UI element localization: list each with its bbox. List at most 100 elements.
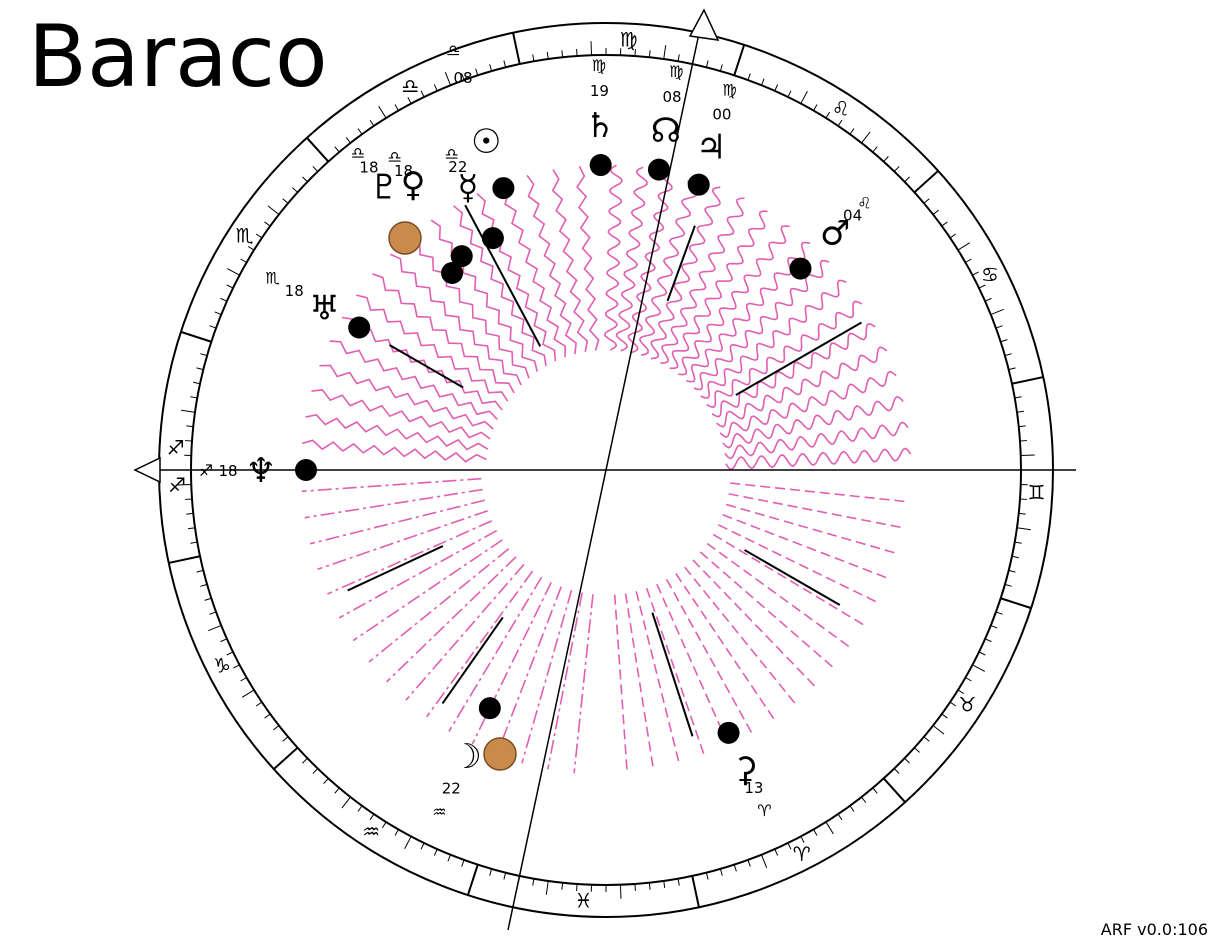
jupiter-degree-label: 00 [712, 105, 731, 123]
sign-divider [882, 777, 906, 803]
pisces-sign-glyph: ♓ [574, 888, 592, 912]
degree-tick [546, 52, 549, 60]
wave-dashed [725, 503, 900, 555]
mercury-degree-label: 22 [448, 158, 467, 176]
wave-dashed [730, 482, 910, 503]
sun-marker [492, 177, 515, 200]
wave-sine [719, 370, 897, 439]
mars-glyph: ♂ [820, 214, 850, 254]
wave-dashdot [448, 576, 543, 732]
wave-zigzag [526, 174, 577, 355]
degree-tick [312, 166, 319, 172]
degree-tick [825, 111, 831, 119]
leo-sign-glyph: ♌ [832, 97, 850, 121]
degree-tick [978, 284, 986, 289]
wave-zigzag [305, 414, 489, 451]
jupiter-marker [687, 173, 710, 196]
degree-tick [719, 868, 723, 876]
degree-tick [489, 64, 493, 72]
degree-tick [475, 68, 479, 76]
degree-tick [292, 187, 298, 193]
moon-sign-glyph: ♒ [432, 803, 446, 822]
degree-tick [220, 638, 228, 643]
accent-line [464, 204, 542, 347]
degree-tick [872, 787, 878, 794]
sign-divider [1011, 376, 1044, 385]
degree-tick [334, 146, 340, 153]
degree-tick [760, 78, 765, 86]
degree-tick [972, 271, 979, 276]
degree-tick [849, 128, 855, 135]
degree-tick [357, 128, 363, 135]
chart-title: Baraco [28, 7, 328, 107]
degree-tick [188, 527, 196, 530]
degree-tick [447, 854, 452, 862]
pluto-degree-label: 18 [359, 159, 378, 177]
degree-tick [1004, 583, 1012, 587]
degree-tick [407, 97, 412, 104]
degree-tick [240, 258, 247, 263]
accent-line [744, 549, 841, 606]
degree-tick [394, 829, 399, 836]
degree-tick [247, 245, 255, 251]
version-label: ARF v0.0:106 [1100, 920, 1208, 939]
saturn-sign-glyph: ♍ [592, 56, 606, 75]
venus-disc [388, 221, 422, 255]
meridian-axis [507, 9, 705, 931]
degree-tick [813, 104, 818, 111]
degree-tick [196, 367, 204, 371]
planet-markers-group: ☉♎08☽♒22☿♎22♀♎18♇♎18♂♌04♃♍00♄♍19☊♍08♅♏18… [199, 41, 872, 822]
pluto-sign-glyph: ♎ [351, 143, 365, 162]
mars-marker [789, 257, 812, 280]
degree-tick [941, 221, 948, 227]
degree-tick [904, 757, 910, 764]
wave-zigzag [341, 316, 503, 411]
moon-marker [478, 697, 501, 720]
degree-tick [341, 796, 351, 809]
mercury-sign-glyph: ♎ [445, 145, 459, 164]
degree-tick [357, 805, 363, 812]
wave-zigzag [389, 253, 522, 386]
degree-tick [181, 409, 196, 413]
wave-dashed [656, 583, 731, 749]
wave-dashed [665, 578, 755, 738]
degree-tick [193, 381, 201, 385]
wave-sine [639, 177, 698, 356]
degree-tick [965, 258, 972, 263]
sign-divider [273, 746, 299, 770]
degree-tick [978, 651, 986, 656]
degree-tick [209, 325, 217, 329]
degree-tick [334, 787, 340, 794]
saturn-marker [589, 154, 612, 177]
uranus-marker [348, 316, 371, 339]
degree-tick [677, 54, 680, 62]
degree-tick [904, 176, 910, 183]
ascendant-arrow [133, 456, 161, 484]
degree-tick [503, 872, 507, 880]
degree-tick [705, 60, 709, 68]
pluto-glyph: ♇ [369, 167, 399, 207]
wave-dashdot [304, 488, 483, 519]
degree-tick [914, 747, 920, 753]
mars-sign-glyph: ♌ [857, 193, 871, 212]
neptune-marker [295, 459, 317, 481]
accent-line [441, 616, 504, 705]
wave-zigzag [476, 193, 557, 362]
wave-sine [716, 346, 888, 428]
wave-dashed [675, 573, 778, 724]
degree-tick [226, 268, 240, 276]
midheaven-arrow [688, 8, 720, 41]
wave-sine [669, 210, 768, 370]
degree-tick [995, 325, 1003, 329]
degree-tick [677, 878, 680, 886]
sun-glyph: ☉ [471, 122, 501, 162]
sign-divider [466, 864, 479, 896]
degree-tick [420, 90, 425, 98]
accent-line [735, 321, 862, 396]
wave-dashdot [426, 570, 534, 718]
degree-tick [369, 119, 375, 127]
jupiter-glyph: ♃ [696, 128, 726, 168]
degree-tick [200, 353, 208, 357]
degree-tick [800, 836, 805, 843]
